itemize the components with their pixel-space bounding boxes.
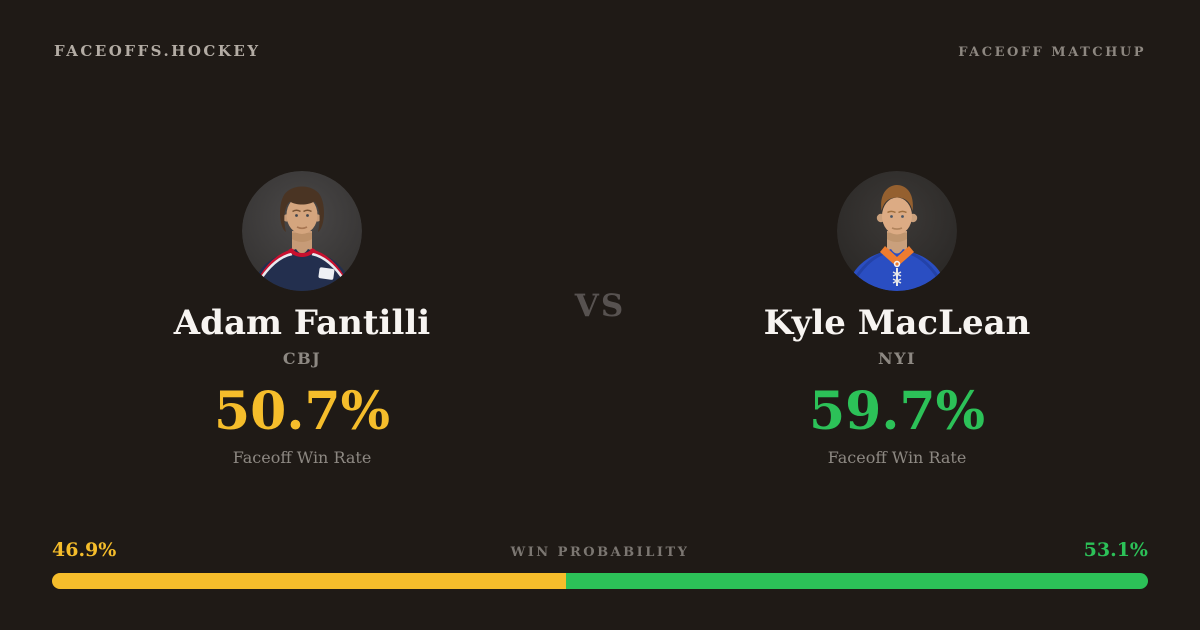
player-left-win-rate: 50.7% bbox=[213, 381, 391, 443]
player-right-team: NYI bbox=[877, 349, 917, 369]
header: FACEOFFS.HOCKEY FACEOFF MATCHUP bbox=[54, 42, 1146, 60]
player-right-name: Kyle MacLean bbox=[763, 303, 1031, 343]
player-right-avatar bbox=[837, 171, 957, 291]
player-left-name: Adam Fantilli bbox=[173, 303, 431, 343]
player-headshot-illustration bbox=[837, 171, 957, 291]
win-bar-segment-left bbox=[52, 573, 567, 589]
win-probability-labels: 46.9% WIN PROBABILITY 53.1% bbox=[52, 539, 1148, 561]
brand-logo-text: FACEOFFS.HOCKEY bbox=[54, 42, 261, 60]
player-headshot-illustration bbox=[242, 171, 362, 291]
player-card-right: Kyle MacLean NYI 59.7% Faceoff Win Rate bbox=[747, 171, 1047, 467]
player-right-win-rate: 59.7% bbox=[808, 381, 986, 443]
player-card-left: Adam Fantilli CBJ 50.7% Faceoff Win Rate bbox=[152, 171, 452, 467]
win-bar-segment-right bbox=[566, 573, 1148, 589]
page-type-label: FACEOFF MATCHUP bbox=[958, 45, 1146, 60]
win-probability-section: 46.9% WIN PROBABILITY 53.1% bbox=[52, 541, 1148, 589]
win-prob-right-value: 53.1% bbox=[1083, 539, 1148, 561]
vs-label: VS bbox=[574, 288, 626, 324]
player-left-avatar bbox=[242, 171, 362, 291]
win-probability-bar bbox=[52, 573, 1148, 589]
player-right-win-rate-label: Faceoff Win Rate bbox=[827, 448, 967, 468]
win-prob-left-value: 46.9% bbox=[52, 539, 117, 561]
player-left-win-rate-label: Faceoff Win Rate bbox=[232, 448, 372, 468]
player-left-team: CBJ bbox=[282, 349, 322, 369]
win-probability-title: WIN PROBABILITY bbox=[510, 545, 690, 560]
